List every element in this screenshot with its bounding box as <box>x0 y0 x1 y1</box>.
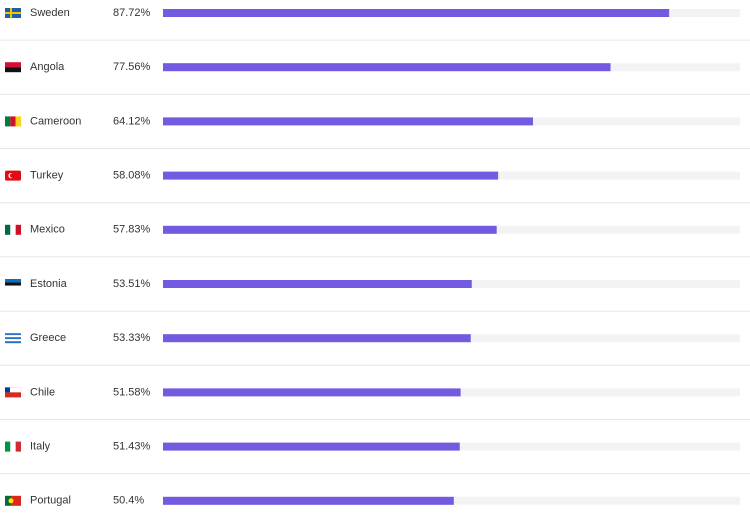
flag-stripe <box>5 67 21 73</box>
flag-stripe <box>5 285 21 289</box>
flag-canton <box>5 387 10 393</box>
flag-stripe <box>15 224 21 235</box>
flag-stripe <box>10 441 16 452</box>
flag-stripe <box>5 282 21 286</box>
value-label: 87.72% <box>113 7 151 19</box>
bar <box>163 117 533 126</box>
bar <box>163 334 471 343</box>
flag-icon <box>5 333 21 344</box>
flag-icon <box>5 62 21 73</box>
bar <box>163 171 499 180</box>
flag-stripe <box>15 116 21 127</box>
flag-stripe <box>5 224 11 235</box>
flag-stripe <box>5 392 21 398</box>
flag-icon <box>5 8 21 18</box>
value-label: 50.4% <box>113 495 144 507</box>
flag-icon <box>4 387 22 398</box>
country-name: Chile <box>30 386 55 398</box>
value-label: 53.51% <box>113 278 151 290</box>
bar <box>163 9 670 17</box>
flag-emblem <box>8 498 14 504</box>
flag-icon <box>5 224 21 235</box>
flag-stripe <box>5 333 21 336</box>
flag-stripe <box>5 335 21 338</box>
country-name: Estonia <box>30 278 68 290</box>
flag-stripe <box>15 441 21 452</box>
flag-emblem <box>9 173 15 178</box>
bar <box>163 225 497 234</box>
flag-stripe <box>5 279 21 283</box>
value-label: 51.58% <box>113 386 151 398</box>
flag-stripe <box>5 12 21 14</box>
country-name: Italy <box>30 441 51 453</box>
flag-stripe <box>10 116 16 127</box>
value-label: 57.83% <box>113 224 151 236</box>
flag-stripe <box>5 441 11 452</box>
bar <box>163 442 460 451</box>
country-name: Angola <box>30 61 65 73</box>
flag-icon <box>5 279 21 289</box>
country-name: Sweden <box>30 7 70 19</box>
bar <box>163 63 611 72</box>
flag-stripe <box>11 495 21 506</box>
flag-stripe <box>5 116 11 127</box>
value-label: 64.12% <box>113 115 151 127</box>
country-name: Portugal <box>30 495 71 507</box>
flag-icon <box>5 495 21 506</box>
country-name: Mexico <box>30 224 65 236</box>
flag-stripe <box>5 337 21 340</box>
flag-stripe <box>5 62 21 68</box>
country-name: Turkey <box>30 170 64 182</box>
value-label: 51.43% <box>113 441 151 453</box>
flag-icon <box>5 170 21 181</box>
flag-icon <box>5 441 21 452</box>
flag-stripe <box>5 339 21 342</box>
flag-icon <box>5 116 21 127</box>
bar <box>163 280 472 288</box>
flag-stripe <box>10 224 16 235</box>
flag-stripe <box>5 341 21 344</box>
flag-stripe <box>5 495 11 506</box>
bar <box>163 388 461 397</box>
value-label: 58.08% <box>113 170 151 182</box>
value-label: 77.56% <box>113 61 151 73</box>
value-label: 53.33% <box>113 332 151 344</box>
flag-stripe <box>10 8 12 18</box>
country-name: Greece <box>30 332 66 344</box>
country-name: Cameroon <box>30 115 81 127</box>
bar <box>163 496 454 505</box>
